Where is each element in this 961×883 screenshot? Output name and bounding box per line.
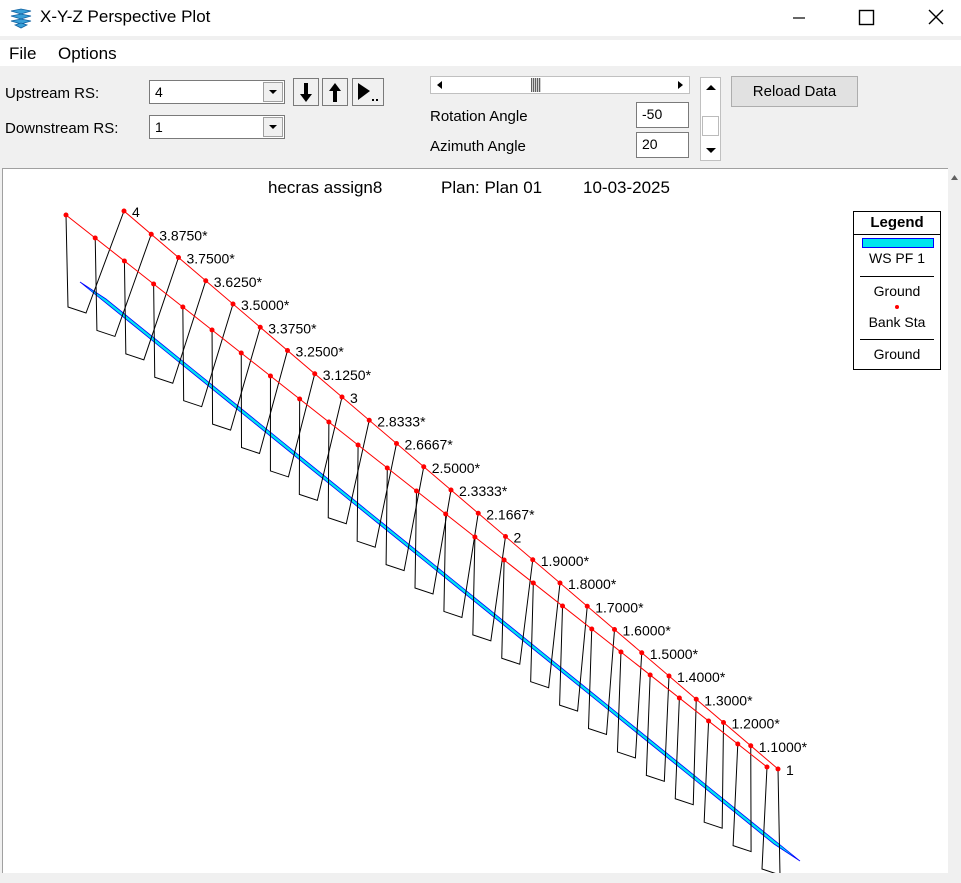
upstream-select[interactable]: 4 <box>149 80 285 104</box>
scroll-up-icon[interactable] <box>704 81 718 93</box>
downstream-value: 1 <box>155 119 163 135</box>
plot-date: 10-03-2025 <box>583 178 670 197</box>
title-bar: X-Y-Z Perspective Plot <box>0 0 961 36</box>
azimuth-angle-input[interactable]: 20 <box>636 132 689 158</box>
vertical-scrollbar[interactable] <box>948 168 961 873</box>
downstream-select[interactable]: 1 <box>149 115 285 139</box>
plot-plan-title: Plan: Plan 01 <box>441 178 543 197</box>
plot-area <box>2 168 948 873</box>
chevron-down-icon[interactable] <box>263 117 283 137</box>
rotation-angle-input[interactable]: -50 <box>636 102 689 128</box>
plot-project-title: hecras assign8 <box>268 178 383 197</box>
slider-thumb[interactable] <box>531 78 541 92</box>
upstream-value: 4 <box>155 84 163 100</box>
scroll-down-icon[interactable] <box>704 145 718 157</box>
upstream-label: Upstream RS: <box>5 85 100 102</box>
scroll-left-icon[interactable] <box>433 79 447 91</box>
menu-bar: File Options <box>0 40 961 66</box>
rotation-label: Rotation Angle <box>430 108 528 125</box>
azimuth-slider[interactable] <box>700 77 721 161</box>
azimuth-label: Azimuth Angle <box>430 138 526 155</box>
move-down-button[interactable] <box>293 78 319 106</box>
horizontal-scrollbar[interactable] <box>0 873 961 883</box>
chevron-down-icon[interactable] <box>263 82 283 102</box>
scroll-up-icon[interactable] <box>948 168 961 186</box>
close-button[interactable] <box>913 0 959 36</box>
menu-options[interactable]: Options <box>58 44 117 63</box>
legend-ground-label: Ground <box>873 283 921 299</box>
minimize-icon <box>793 17 805 19</box>
legend-bank-label: Bank Sta <box>868 314 926 330</box>
maximize-icon <box>858 9 875 26</box>
legend-divider <box>854 234 940 235</box>
slider-thumb[interactable] <box>702 116 719 136</box>
legend: Legend WS PF 1 Ground Bank Sta Ground <box>853 211 941 370</box>
play-animation-button[interactable] <box>352 78 384 106</box>
play-icon <box>358 83 378 101</box>
legend-swatch-water <box>862 238 934 248</box>
legend-title: Legend <box>870 214 924 231</box>
maximize-button[interactable] <box>843 0 889 36</box>
legend-ws-label: WS PF 1 <box>868 250 925 266</box>
move-up-button[interactable] <box>322 78 348 106</box>
legend-ground2-label: Ground <box>873 346 921 362</box>
menu-file[interactable]: File <box>9 44 37 63</box>
legend-ground-line <box>860 276 934 277</box>
arrow-down-icon <box>300 83 312 102</box>
legend-ground2-line <box>860 339 934 340</box>
reload-data-button[interactable]: Reload Data <box>731 76 858 107</box>
scroll-right-icon[interactable] <box>673 79 687 91</box>
arrow-up-icon <box>329 83 341 102</box>
close-icon <box>928 9 944 25</box>
minimize-button[interactable] <box>775 0 821 36</box>
window-title: X-Y-Z Perspective Plot <box>40 7 211 26</box>
rotation-slider[interactable] <box>430 76 690 94</box>
app-icon <box>10 8 32 29</box>
downstream-label: Downstream RS: <box>5 120 119 137</box>
legend-bank-marker <box>895 305 899 309</box>
